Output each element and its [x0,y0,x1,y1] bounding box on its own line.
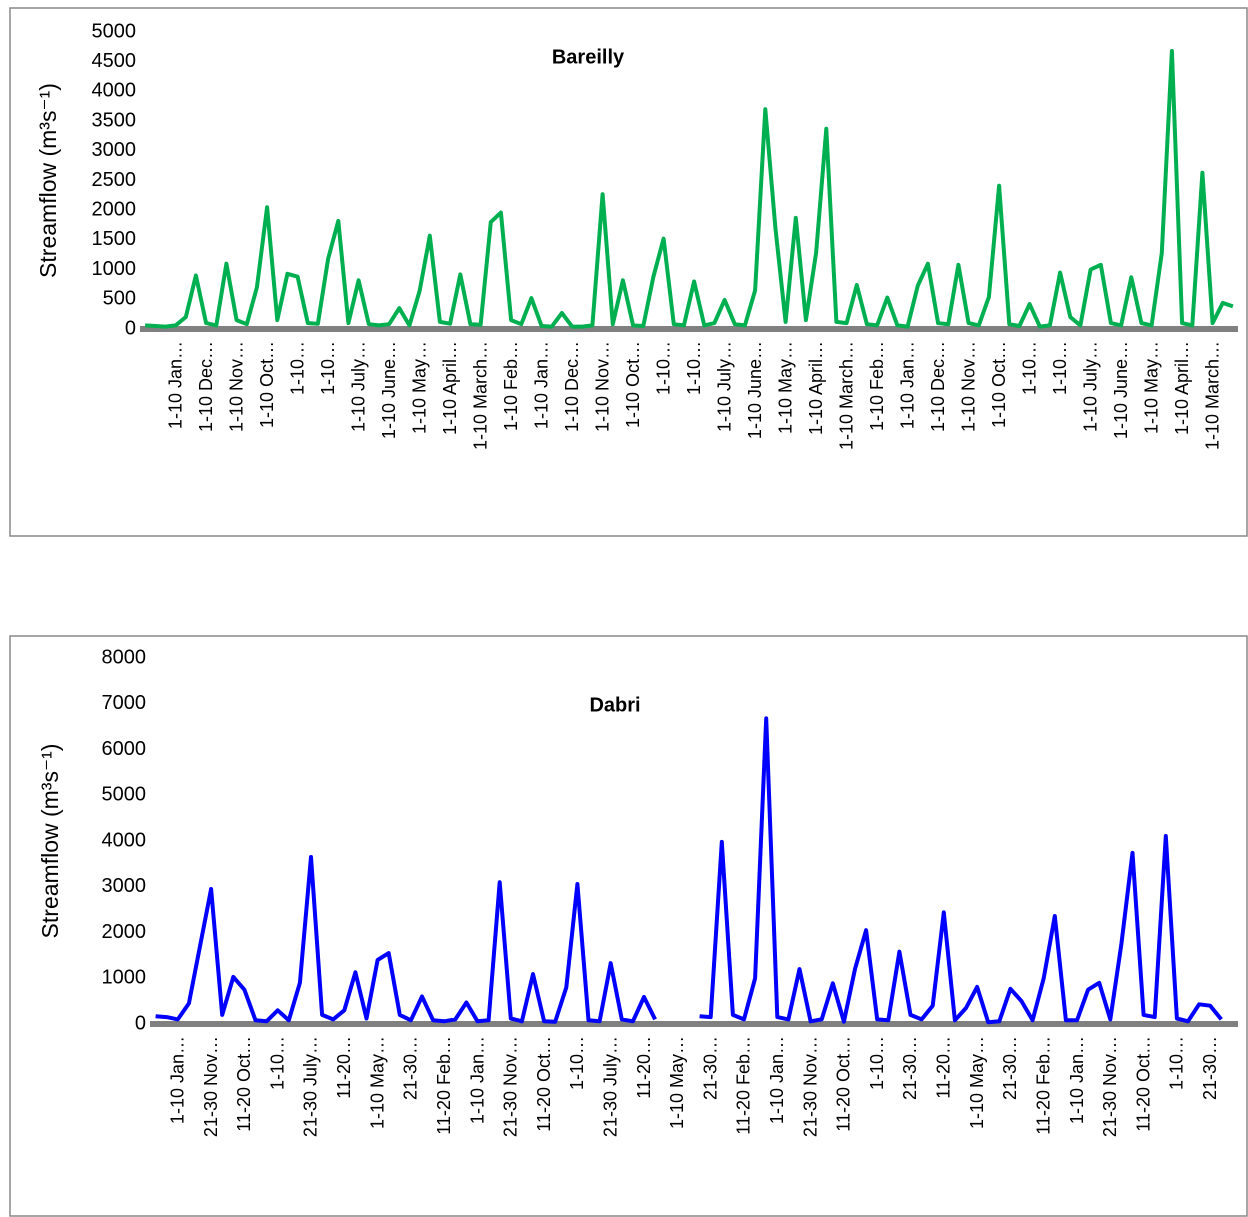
x-tick-label: 1-10 Jan… [1067,1036,1087,1124]
chart-frame [9,635,1248,1217]
x-tick-label: 1-10 Nov… [958,341,978,432]
x-tick-label: 11-20 Oct… [834,1036,854,1132]
x-tick-label: 11-20 Oct… [234,1036,254,1132]
x-tick-label: 1-10 Jan… [897,341,917,429]
y-tick-label: 6000 [102,738,147,760]
x-tick-label: 1-10… [653,341,673,395]
x-tick-label: 1-10 Feb… [867,341,887,431]
y-tick-label: 2000 [102,921,147,943]
x-tick-label: 1-10 June… [1111,341,1131,439]
y-tick-label: 4500 [92,50,137,72]
y-tick-label: 0 [135,1012,146,1034]
y-tick-label: 1500 [92,228,137,250]
x-tick-label: 1-10 Jan… [165,341,185,429]
x-tick-label: 1-10 Oct… [257,341,277,428]
x-tick-label: 1-10 Jan… [467,1036,487,1124]
x-tick-label: 1-10… [287,341,307,395]
data-line [144,49,1234,329]
x-tick-label: 21-30… [1200,1036,1220,1100]
y-tick-label: 500 [103,288,136,310]
chart-title: Bareilly [552,46,625,68]
x-tick-label: 1-10 Dec… [562,341,582,432]
y-tick-label: 0 [125,317,136,339]
x-tick-label: 1-10 March… [1202,341,1222,450]
x-tick-label: 1-10 May… [775,341,795,434]
x-tick-label: 1-10 Dec… [928,341,948,432]
x-tick-label: 1-10 Dec… [196,341,216,432]
y-tick-label: 4000 [92,80,137,102]
y-tick-label: 2000 [92,198,137,220]
y-tick-label: 8000 [102,646,147,668]
x-tick-label: 1-10… [1019,341,1039,395]
x-tick-label: 1-10 May… [409,341,429,434]
x-tick-label: 1-10… [1050,341,1070,395]
y-tick-label: 7000 [102,692,147,714]
x-tick-label: 1-10 Oct… [623,341,643,428]
x-tick-label: 21-30… [401,1036,421,1100]
x-tick-label: 1-10 May… [1141,341,1161,434]
x-tick-label: 1-10… [1167,1036,1187,1090]
x-tick-label: 11-20… [934,1036,954,1099]
x-tick-label: 1-10 July… [348,341,368,432]
x-tick-label: 11-20 Feb… [434,1036,454,1135]
x-tick-label: 11-20 Oct… [534,1036,554,1132]
x-tick-label: 21-30 Nov… [501,1036,521,1137]
data-line [155,716,1223,1025]
chart-frame [9,7,1248,537]
x-tick-label: 1-10… [567,1036,587,1090]
x-tick-label: 1-10… [267,1036,287,1090]
x-tick-label: 11-20… [634,1036,654,1099]
x-tick-label: 1-10 April… [806,341,826,435]
x-tick-label: 1-10 Jan… [767,1036,787,1124]
x-tick-label: 21-30 July… [600,1036,620,1137]
y-tick-label: 2500 [92,169,137,191]
y-tick-label: 3500 [92,109,137,131]
x-tick-label: 1-10 May… [667,1036,687,1129]
y-tick-label: 4000 [102,829,147,851]
y-axis-title: Streamflow (m³s⁻¹) [37,744,63,939]
y-tick-label: 1000 [102,967,147,989]
x-tick-label: 1-10 June… [379,341,399,439]
x-tick-label: 1-10 May… [367,1036,387,1129]
x-tick-label: 21-30… [900,1036,920,1100]
x-tick-label: 1-10 Jan… [531,341,551,429]
x-tick-label: 11-20 Feb… [734,1036,754,1135]
x-tick-label: 21-30 Nov… [800,1036,820,1137]
x-tick-label: 1-10… [867,1036,887,1090]
x-tick-label: 1-10 Feb… [501,341,521,431]
x-tick-label: 1-10 Jan… [168,1036,188,1124]
x-tick-label: 21-30 Nov… [201,1036,221,1137]
x-tick-label: 11-20… [334,1036,354,1099]
y-tick-label: 5000 [92,20,137,42]
x-tick-label: 1-10 July… [1080,341,1100,432]
chart-title: Dabri [589,694,640,716]
x-tick-label: 21-30 July… [301,1036,321,1137]
x-tick-label: 1-10 March… [470,341,490,450]
x-tick-label: 1-10 April… [440,341,460,435]
x-tick-label: 1-10… [318,341,338,395]
x-tick-label: 21-30… [700,1036,720,1100]
x-tick-label: 11-20 Feb… [1033,1036,1053,1135]
y-tick-label: 3000 [92,139,137,161]
x-tick-label: 1-10 Nov… [592,341,612,432]
y-axis-title: Streamflow (m³s⁻¹) [35,83,61,278]
x-tick-label: 1-10… [684,341,704,395]
x-tick-label: 1-10 July… [714,341,734,432]
x-tick-label: 1-10 Nov… [226,341,246,432]
x-tick-label: 1-10 June… [745,341,765,439]
x-tick-label: 21-30… [1000,1036,1020,1100]
x-tick-label: 1-10 May… [967,1036,987,1129]
x-tick-label: 21-30 Nov… [1100,1036,1120,1137]
y-tick-label: 3000 [102,875,147,897]
y-tick-label: 1000 [92,258,137,280]
y-tick-label: 5000 [102,784,147,806]
x-tick-label: 11-20 Oct… [1133,1036,1153,1132]
x-tick-label: 1-10 April… [1172,341,1192,435]
x-tick-label: 1-10 March… [836,341,856,450]
x-tick-label: 1-10 Oct… [989,341,1009,428]
